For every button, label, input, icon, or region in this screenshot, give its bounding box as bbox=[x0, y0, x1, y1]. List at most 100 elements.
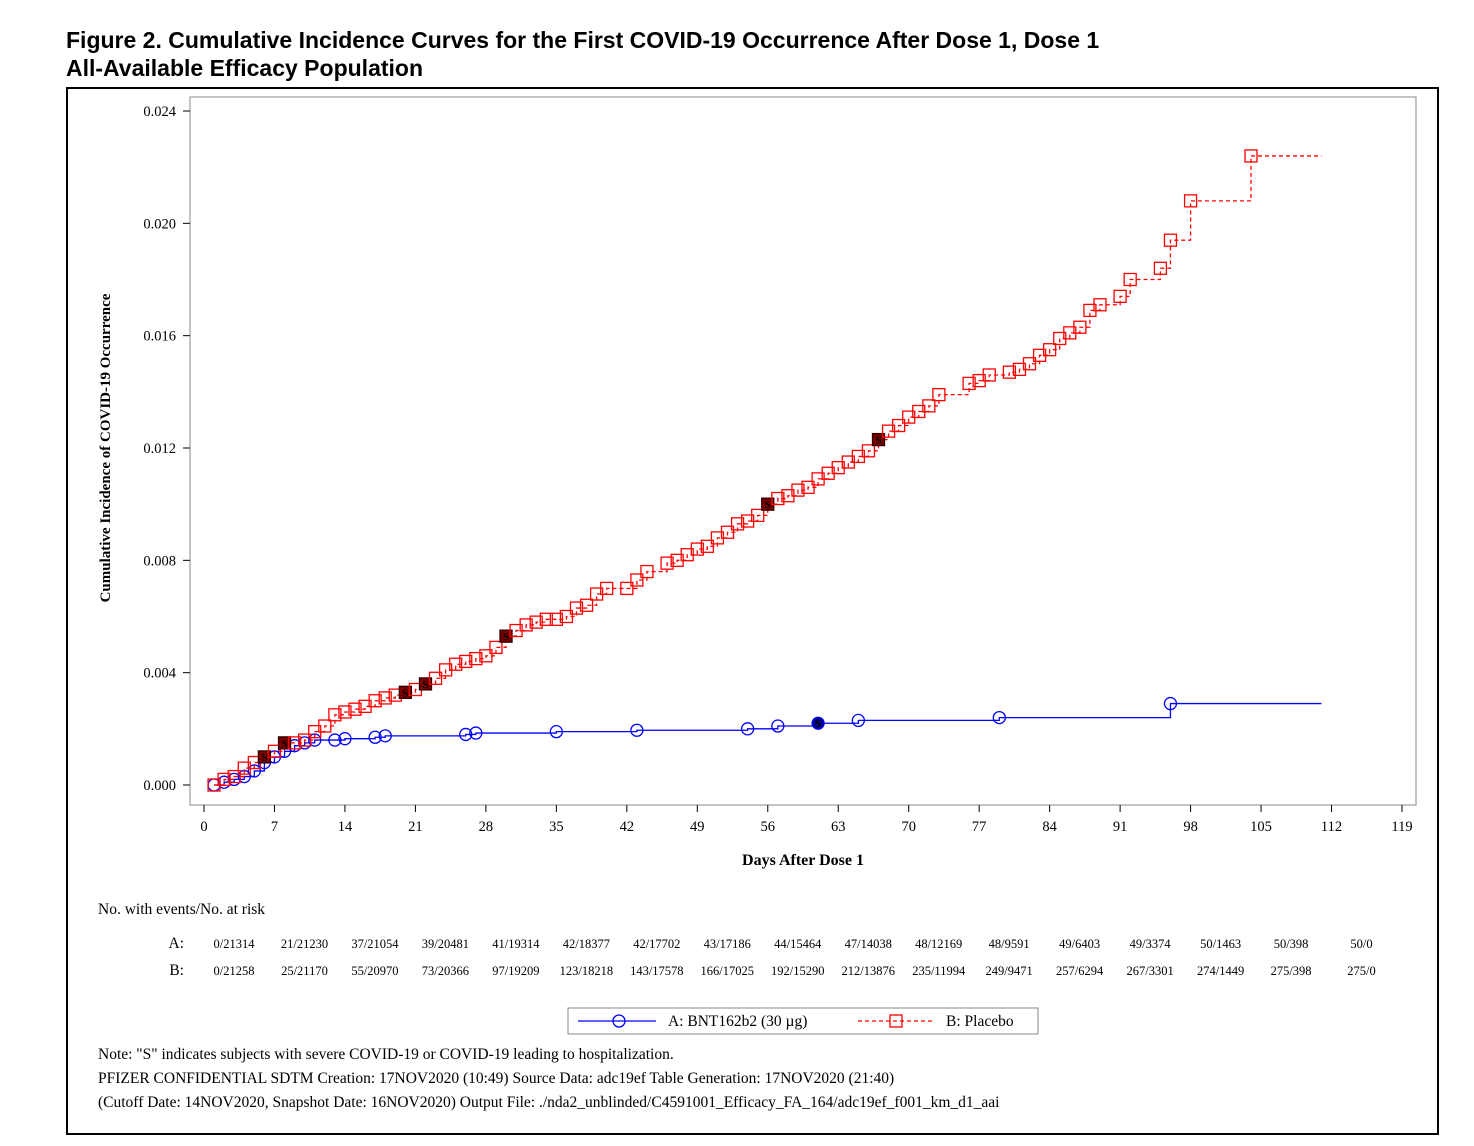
legend-box bbox=[567, 1007, 1039, 1035]
risk-cell: 267/3301 bbox=[1127, 964, 1174, 978]
data-point-b bbox=[620, 581, 634, 596]
data-point-a bbox=[771, 719, 785, 733]
data-point-b bbox=[720, 525, 735, 539]
figure-frame bbox=[66, 87, 1439, 1135]
x-tick-label: 70 bbox=[901, 819, 916, 835]
data-point-b bbox=[519, 618, 533, 632]
x-tick-label: 77 bbox=[972, 819, 987, 835]
plot-area-border bbox=[189, 96, 1417, 806]
data-point-b bbox=[962, 376, 976, 391]
data-point-a bbox=[740, 722, 755, 736]
severe-point-a bbox=[811, 716, 825, 730]
risk-cell: 274/1449 bbox=[1197, 964, 1244, 978]
data-point-b bbox=[982, 368, 996, 382]
data-point-b bbox=[579, 598, 594, 612]
y-tick-label: 0.004 bbox=[143, 666, 176, 682]
data-point-b bbox=[348, 702, 362, 716]
risk-table-title: No. with events/No. at risk bbox=[98, 901, 265, 918]
data-point-a bbox=[338, 732, 352, 746]
risk-cell: 42/17702 bbox=[633, 937, 680, 951]
y-tick-label: 0.000 bbox=[143, 778, 176, 794]
data-point-b bbox=[640, 564, 654, 579]
risk-cell: 249/9471 bbox=[986, 964, 1033, 978]
data-point-b bbox=[1002, 365, 1017, 379]
data-point-b bbox=[932, 387, 946, 402]
risk-cell: 0/21314 bbox=[214, 937, 256, 951]
data-point-b bbox=[1022, 357, 1037, 371]
legend: A: BNT162b2 (30 µg) B: Placebo bbox=[567, 1007, 1039, 1035]
data-point-b bbox=[428, 671, 443, 685]
data-point-b bbox=[630, 573, 644, 587]
x-tick-label: 105 bbox=[1250, 819, 1272, 835]
figure-title-line2: All-Available Efficacy Population bbox=[66, 55, 424, 81]
data-point-b bbox=[328, 708, 342, 722]
risk-row-label: A: bbox=[169, 935, 185, 952]
data-point-b bbox=[861, 444, 876, 458]
y-tick-label: 0.016 bbox=[143, 329, 176, 345]
risk-cell: 166/17025 bbox=[701, 964, 754, 978]
data-point-b bbox=[449, 657, 463, 671]
x-tick-label: 84 bbox=[1042, 819, 1057, 835]
data-point-b bbox=[700, 539, 715, 553]
data-point-b bbox=[1183, 194, 1198, 208]
data-point-b bbox=[479, 649, 493, 663]
risk-cell: 143/17578 bbox=[630, 964, 683, 978]
data-point-b bbox=[217, 772, 231, 787]
data-point-a bbox=[308, 733, 322, 747]
risk-row-label: B: bbox=[169, 962, 184, 979]
y-axis-label: Cumulative Incidence of COVID-19 Occurre… bbox=[98, 293, 114, 602]
x-tick-label: 119 bbox=[1391, 819, 1412, 835]
data-point-b bbox=[801, 480, 815, 494]
severe-marker-letter: S bbox=[765, 499, 771, 511]
x-tick-label: 98 bbox=[1183, 819, 1198, 835]
risk-table: A: 0/21314 21/21230 37/21054 39/20481 41/1931… bbox=[169, 935, 1376, 979]
data-point-a bbox=[1163, 696, 1178, 711]
x-axis-label: Days After Dose 1 bbox=[742, 852, 864, 869]
note-line-1: Note: "S" indicates subjects with severe… bbox=[98, 1046, 674, 1063]
data-point-a bbox=[469, 726, 483, 740]
risk-cell: 21/21230 bbox=[281, 937, 328, 951]
severe-marker-letter: S bbox=[503, 631, 509, 643]
data-point-b bbox=[378, 691, 392, 705]
data-point-b bbox=[1244, 149, 1258, 163]
risk-cell: 275/398 bbox=[1271, 964, 1312, 978]
risk-cell: 73/20366 bbox=[422, 964, 469, 978]
y-tick-label: 0.024 bbox=[143, 104, 176, 120]
risk-cell: 50/398 bbox=[1274, 937, 1309, 951]
data-point-b bbox=[1073, 320, 1087, 334]
x-tick-label: 0 bbox=[200, 819, 207, 835]
risk-cell: 48/9591 bbox=[989, 937, 1030, 951]
note-line-3: (Cutoff Date: 14NOV2020, Snapshot Date: … bbox=[98, 1094, 1000, 1111]
severe-marker-letter: S bbox=[422, 679, 428, 691]
data-point-b bbox=[469, 651, 483, 666]
risk-cell: 37/21054 bbox=[351, 937, 399, 951]
data-point-b bbox=[791, 483, 805, 497]
data-point-b bbox=[287, 736, 302, 750]
risk-cell: 49/6403 bbox=[1059, 937, 1100, 951]
risk-cell: 212/13876 bbox=[841, 964, 894, 978]
severe-point-b bbox=[277, 736, 292, 750]
x-tick-label: 56 bbox=[761, 819, 776, 835]
y-tick-label: 0.012 bbox=[143, 441, 176, 457]
data-point-a bbox=[459, 727, 473, 742]
y-tick-label: 0.008 bbox=[143, 553, 176, 569]
risk-cell: 39/20481 bbox=[422, 937, 469, 951]
note-line-2: PFIZER CONFIDENTIAL SDTM Creation: 17NOV… bbox=[98, 1070, 895, 1087]
x-tick-label: 91 bbox=[1113, 819, 1128, 835]
axes: 0 7 14 21 28 35 42 49 56 63 70 77 84 91 98 105 112 119 0.0… bbox=[143, 104, 1412, 835]
data-point-b bbox=[227, 769, 241, 784]
risk-cell: 47/14038 bbox=[845, 937, 892, 951]
data-point-a bbox=[549, 724, 564, 739]
severe-marker-letter: S bbox=[402, 687, 408, 699]
x-tick-label: 28 bbox=[479, 819, 494, 835]
series-layer: S S S S S S S S bbox=[207, 149, 1322, 792]
risk-cell: 25/21170 bbox=[281, 964, 328, 978]
data-point-b bbox=[1123, 272, 1137, 287]
risk-cell: 49/3374 bbox=[1130, 937, 1172, 951]
x-tick-label: 14 bbox=[338, 819, 353, 835]
data-point-a bbox=[368, 730, 382, 744]
x-tick-label: 112 bbox=[1321, 819, 1342, 835]
data-point-b bbox=[922, 399, 936, 413]
legend-a-label: A: BNT162b2 (30 µg) bbox=[668, 1013, 807, 1030]
